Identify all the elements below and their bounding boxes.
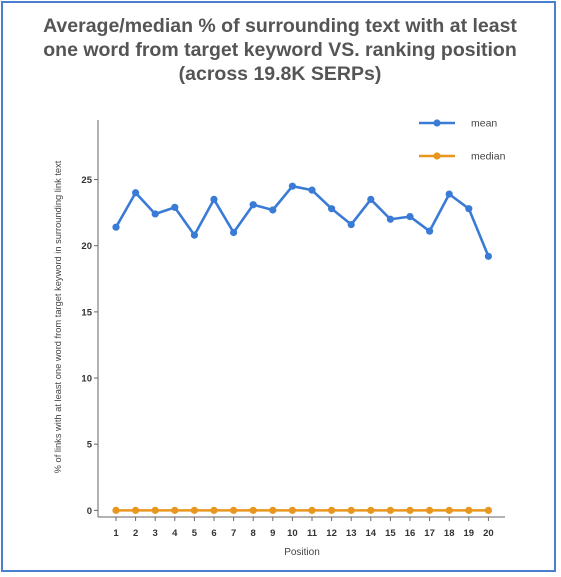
x-tick-label: 4: [172, 528, 178, 539]
data-point-mean: [484, 252, 492, 260]
data-point-median: [426, 506, 434, 514]
data-point-mean: [132, 189, 140, 197]
data-point-mean: [367, 195, 375, 203]
series-layer: [112, 182, 492, 514]
x-tick-label: 5: [192, 528, 198, 539]
chart-title-line-1: Average/median % of surrounding text wit…: [43, 15, 517, 37]
series-median: [112, 506, 492, 514]
data-point-median: [386, 506, 394, 514]
series-mean: [112, 182, 492, 260]
x-tick-label: 12: [326, 528, 337, 539]
x-tick-label: 18: [444, 528, 455, 539]
data-point-median: [445, 506, 453, 514]
chart-title-line-2: one word from target keyword VS. ranking…: [43, 39, 517, 61]
data-point-mean: [445, 190, 453, 198]
legend-marker-median: [433, 152, 441, 160]
data-point-mean: [347, 220, 355, 229]
chart-frame: [1, 1, 556, 572]
y-tick-label: 20: [81, 241, 92, 252]
x-tick-label: 6: [211, 528, 216, 539]
data-point-mean: [210, 195, 218, 203]
series-line-mean: [114, 184, 490, 257]
x-tick-label: 8: [251, 528, 256, 539]
data-point-mean: [190, 231, 198, 239]
legend-label-mean: mean: [471, 118, 497, 130]
data-point-median: [249, 506, 257, 514]
x-axis-label: Position: [284, 547, 320, 558]
data-point-median: [269, 506, 277, 514]
data-point-mean: [386, 215, 394, 223]
x-tick-label: 20: [483, 528, 494, 539]
chart-legend: mean median: [419, 118, 506, 163]
data-point-mean: [426, 227, 434, 235]
y-tick-label: 5: [87, 440, 93, 451]
y-tick-label: 25: [81, 175, 92, 186]
x-tick-label: 14: [366, 528, 377, 539]
x-tick-label: 9: [270, 528, 275, 539]
data-point-mean: [269, 206, 277, 214]
data-point-median: [171, 506, 179, 514]
y-axis-label: % of links with at least one word from t…: [53, 160, 63, 473]
data-point-mean: [328, 205, 336, 213]
x-tick-label: 19: [464, 528, 475, 539]
chart-title: Average/median % of surrounding text wit…: [30, 14, 530, 86]
data-point-median: [210, 506, 218, 514]
y-tick-label: 10: [81, 374, 92, 385]
data-point-mean: [308, 186, 316, 194]
x-tick-label: 3: [153, 528, 158, 539]
y-tick-label: 15: [81, 307, 92, 318]
data-point-median: [112, 506, 120, 514]
data-point-median: [465, 506, 473, 514]
data-point-median: [328, 506, 336, 514]
x-tick-label: 16: [405, 528, 416, 539]
data-point-median: [308, 506, 316, 514]
data-point-mean: [171, 203, 179, 211]
data-point-median: [484, 506, 492, 514]
data-point-median: [367, 506, 375, 514]
data-point-mean: [112, 223, 120, 231]
x-tick-label: 1: [113, 528, 119, 539]
data-point-mean: [406, 213, 414, 221]
data-point-median: [190, 506, 198, 514]
data-point-median: [151, 506, 159, 514]
x-tick-label: 15: [385, 528, 396, 539]
data-point-mean: [465, 205, 473, 213]
legend-marker-mean: [433, 119, 441, 127]
y-tick-label: 0: [87, 506, 92, 517]
x-tick-label: 17: [424, 528, 435, 539]
x-tick-label: 11: [307, 528, 318, 539]
data-point-mean: [230, 228, 238, 237]
x-tick-label: 10: [287, 528, 298, 539]
data-point-median: [347, 506, 355, 514]
chart-title-line-3: (across 19.8K SERPs): [178, 63, 382, 85]
data-point-median: [406, 506, 414, 514]
data-point-median: [230, 506, 238, 514]
data-point-median: [132, 506, 140, 514]
data-point-mean: [288, 182, 296, 190]
data-point-median: [288, 506, 296, 514]
data-point-mean: [151, 210, 159, 218]
data-point-mean: [249, 201, 257, 209]
x-tick-label: 2: [133, 528, 138, 539]
x-tick-label: 7: [231, 528, 236, 539]
x-tick-label: 13: [346, 528, 357, 539]
legend-label-median: median: [471, 151, 506, 163]
